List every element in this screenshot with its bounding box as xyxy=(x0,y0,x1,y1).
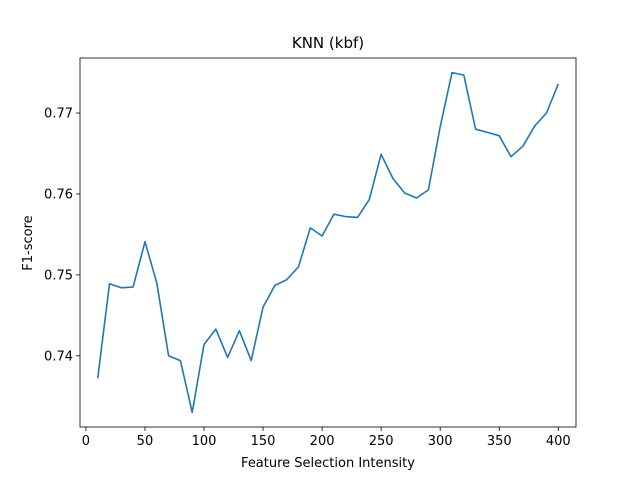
x-tick-label: 0 xyxy=(82,434,90,449)
y-tick-label: 0.75 xyxy=(44,268,73,283)
chart-title: KNN (kbf) xyxy=(292,34,364,52)
x-tick-label: 100 xyxy=(192,434,217,449)
series-line xyxy=(96,71,560,414)
x-axis-label: Feature Selection Intensity xyxy=(241,456,415,471)
plot-area: 0 50 100 150 200 250 300 350 400 0.74 0.75 0.76 0.77 xyxy=(44,57,577,449)
y-axis-label: F1-score xyxy=(21,215,36,270)
x-tick-label: 350 xyxy=(487,434,512,449)
x-tick-label: 150 xyxy=(251,434,276,449)
x-tick-label: 400 xyxy=(546,434,571,449)
x-tick-label: 300 xyxy=(428,434,453,449)
plot-frame xyxy=(79,57,577,428)
x-tick-label: 250 xyxy=(369,434,394,449)
y-tick-label: 0.77 xyxy=(44,107,73,122)
y-tick-label: 0.76 xyxy=(44,187,73,202)
x-tick-label: 50 xyxy=(137,434,154,449)
x-tick-label: 200 xyxy=(310,434,335,449)
y-tick-label: 0.74 xyxy=(44,349,73,364)
